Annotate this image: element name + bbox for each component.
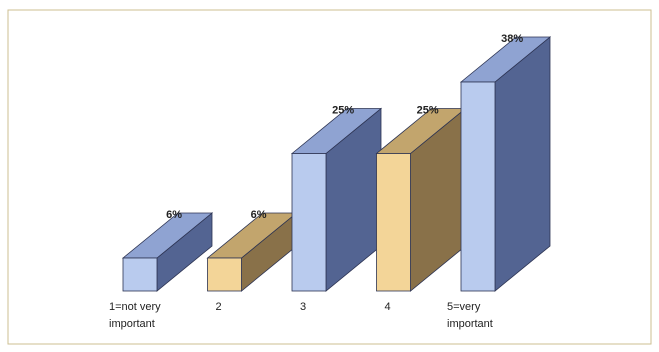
- bars-layer: [121, 36, 552, 292]
- labels-layer: 6% 6% 25% 25% 38%: [166, 33, 523, 221]
- tick-label-line: 3: [300, 301, 306, 313]
- tick-label-line: 2: [216, 301, 222, 313]
- tick-label: 3: [300, 301, 306, 313]
- tick-label: 1=not very important: [109, 301, 161, 330]
- tick-label: 4: [385, 301, 391, 313]
- data-label: 6%: [166, 209, 182, 221]
- chart-border: [7, 9, 652, 345]
- tick-label-line: 5=very: [447, 301, 481, 313]
- tick-label-line: important: [447, 318, 493, 330]
- bar-1: [121, 212, 214, 292]
- bar-front-face: [291, 153, 327, 292]
- tick-label: 2: [216, 301, 222, 313]
- data-label: 6%: [251, 209, 267, 221]
- tick-label-line: important: [109, 318, 155, 330]
- bar-front-face: [122, 257, 158, 292]
- bar-4: [375, 107, 467, 292]
- data-label: 38%: [501, 33, 523, 45]
- bar-front-face: [376, 153, 411, 292]
- tick-label-line: 1=not very: [109, 301, 161, 313]
- bar-5: [459, 36, 552, 292]
- x-axis-ticks: 1=not very important 2 3 4 5=very important: [109, 301, 493, 330]
- bar-front-face: [460, 81, 496, 292]
- tick-label: 5=very important: [447, 301, 493, 330]
- data-label: 25%: [417, 105, 439, 117]
- bar-2: [206, 212, 298, 292]
- data-label: 25%: [332, 105, 354, 117]
- bar-front-face: [207, 257, 242, 292]
- tick-label-line: 4: [385, 301, 391, 313]
- bar-3: [290, 107, 383, 292]
